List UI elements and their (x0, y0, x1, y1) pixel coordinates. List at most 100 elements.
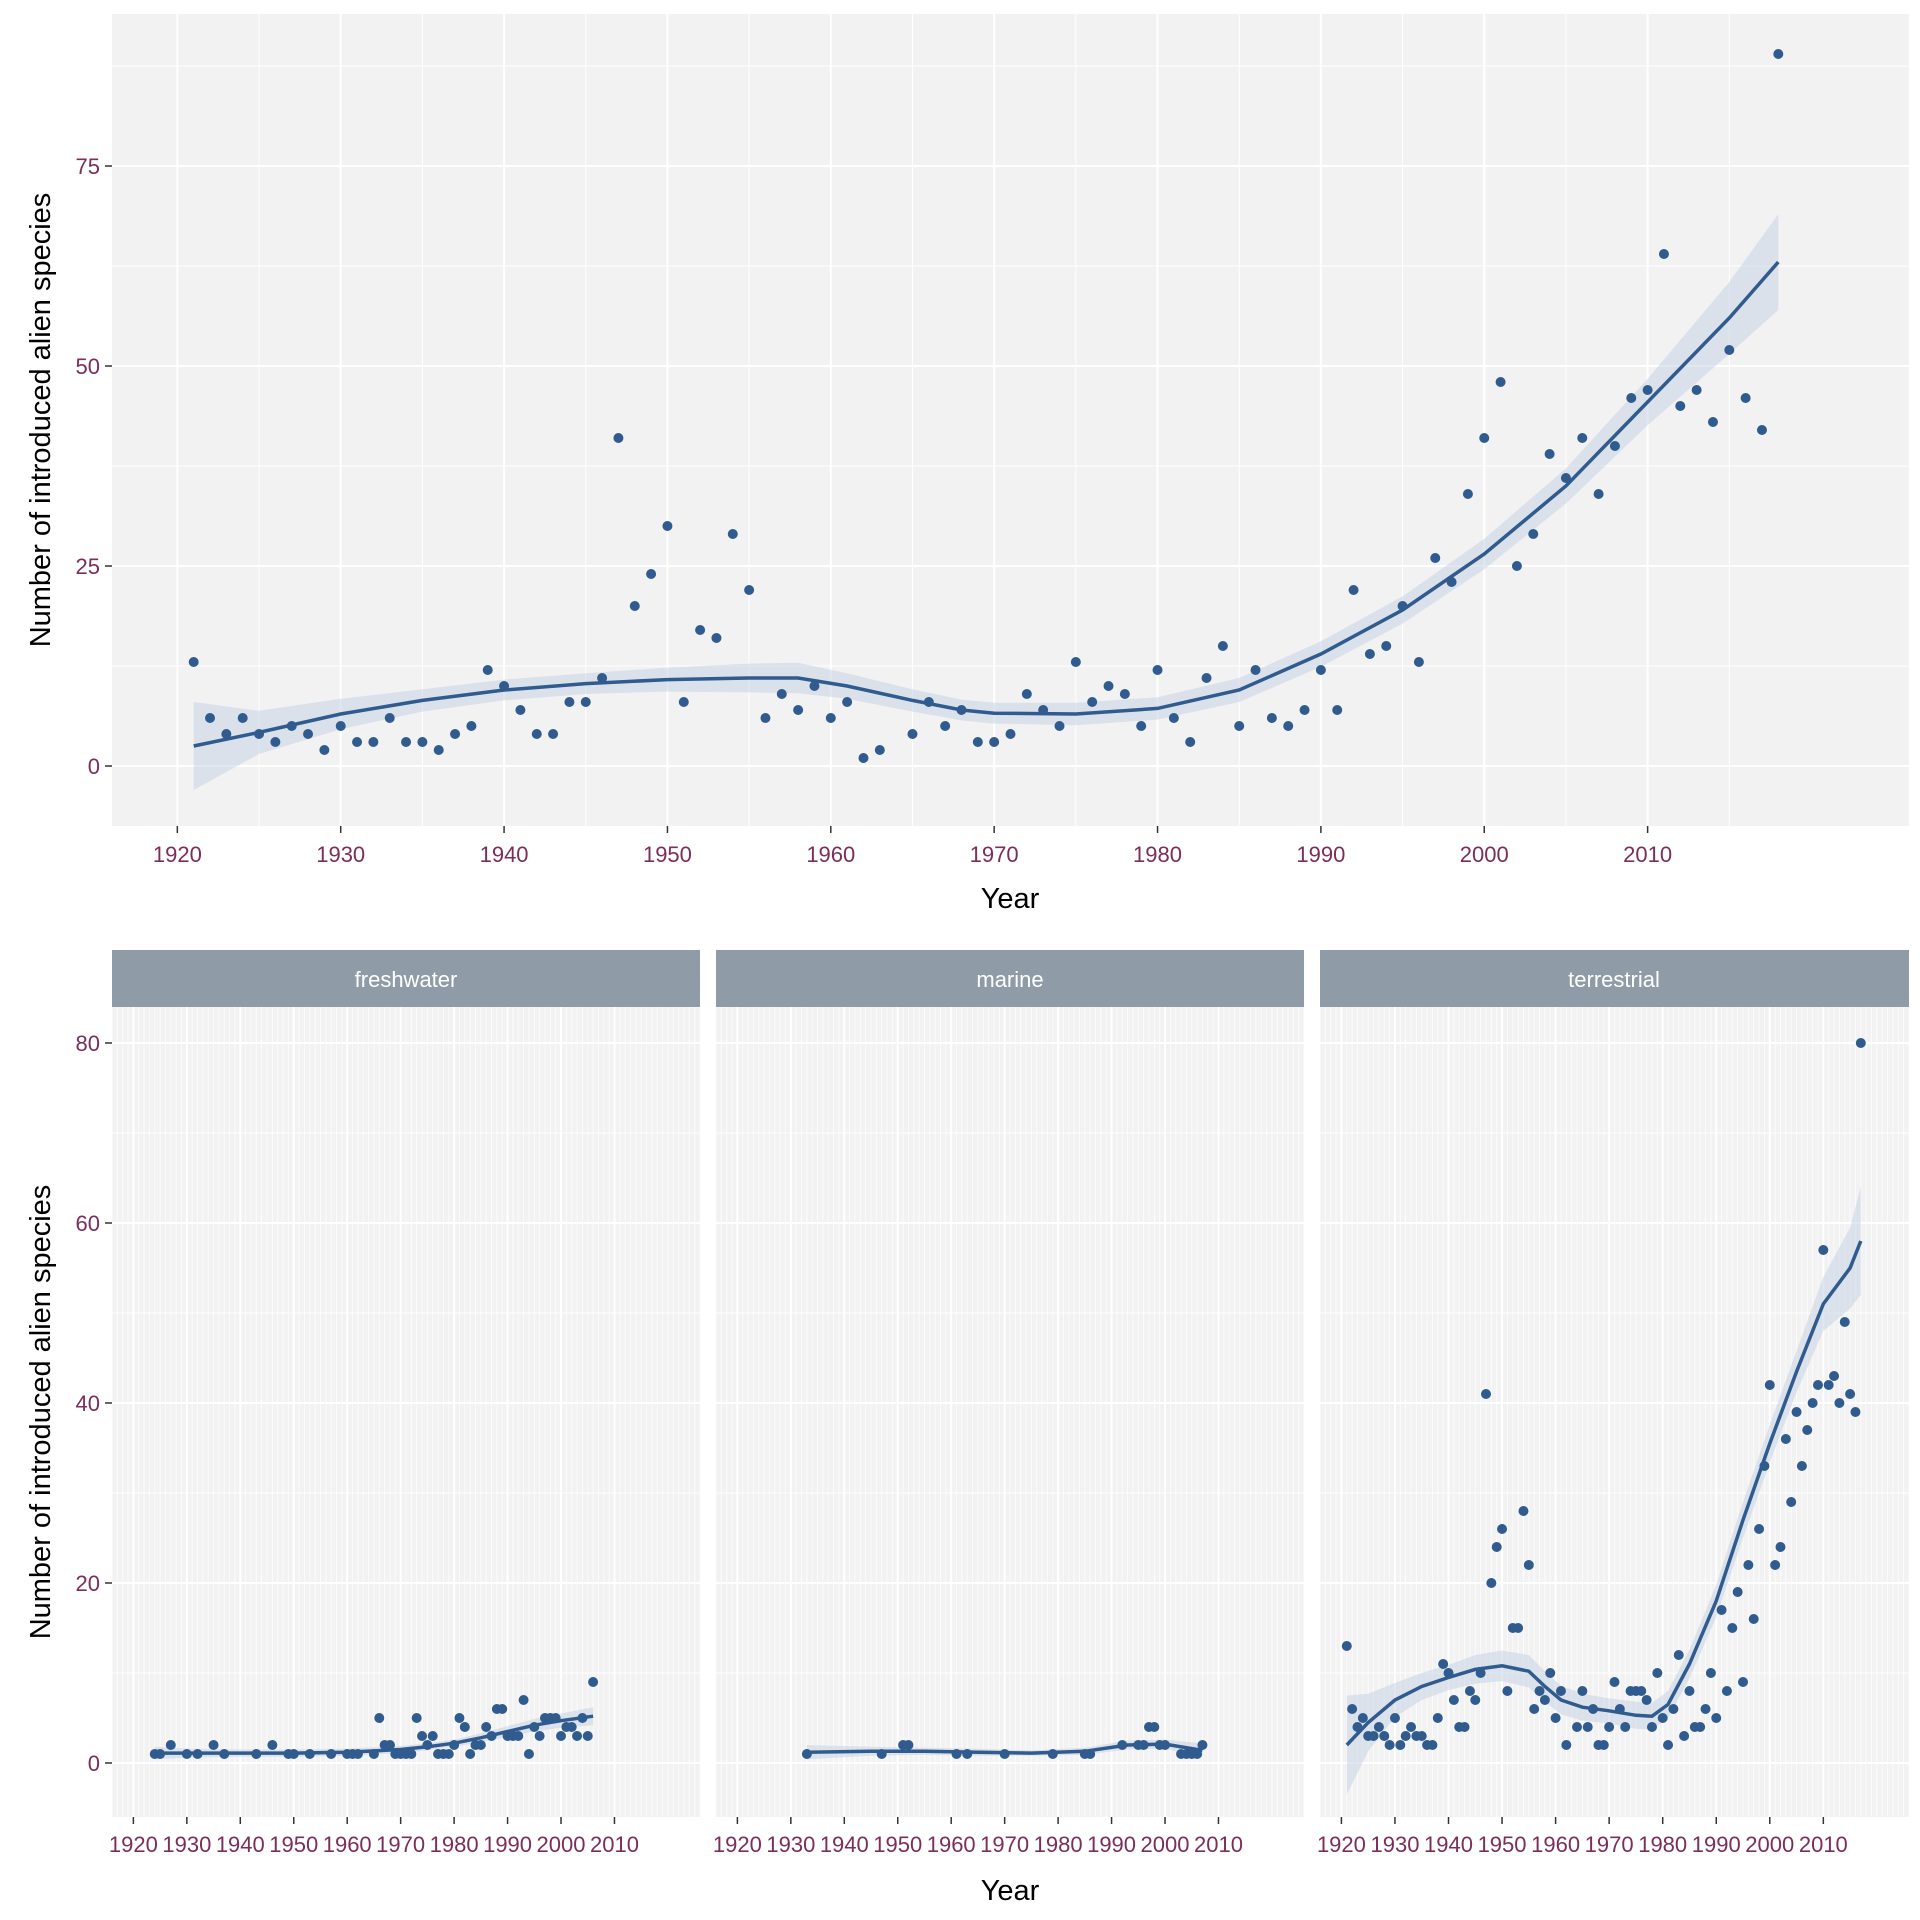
data-point (1684, 1686, 1695, 1696)
data-point (1529, 1704, 1540, 1714)
data-point (433, 745, 444, 755)
data-point (1748, 1614, 1759, 1624)
data-point (1756, 425, 1767, 435)
strip-terrestrial (1320, 950, 1909, 1007)
data-point (1705, 1668, 1716, 1678)
data-point (1773, 49, 1784, 59)
data-point (1850, 1407, 1861, 1417)
data-point (962, 1749, 973, 1759)
facet-plot-marine: 1920 1930 1940 1950 1960 1970 1980 1990 2000 2010 (713, 1007, 1305, 1857)
x-tick-label: 1920 (713, 1832, 762, 1857)
data-point (1479, 433, 1490, 443)
data-point (1834, 1398, 1845, 1408)
data-point (1657, 1713, 1668, 1723)
data-point (1352, 1722, 1363, 1732)
data-point (1626, 393, 1637, 403)
data-point (597, 673, 608, 683)
data-point (1152, 665, 1163, 675)
data-point (1185, 737, 1196, 747)
data-point (1085, 1749, 1096, 1759)
data-point (1491, 1542, 1502, 1552)
x-tick-label: 1970 (376, 1832, 425, 1857)
data-point (1555, 1686, 1566, 1696)
x-tick-label: 1950 (1478, 1832, 1527, 1857)
x-tick-label: 1980 (1133, 842, 1182, 867)
x-tick-label: 1950 (269, 1832, 318, 1857)
bottom-x-axis-title: Year (981, 1875, 1040, 1907)
data-point (1539, 1695, 1550, 1705)
data-point (1732, 1587, 1743, 1597)
data-point (1443, 1668, 1454, 1678)
data-point (1119, 689, 1130, 699)
data-point (1727, 1623, 1738, 1633)
data-point (1829, 1371, 1840, 1381)
strip-label-freshwater: freshwater (355, 967, 458, 992)
data-point (368, 1749, 379, 1759)
data-point (903, 1740, 914, 1750)
data-point (481, 1722, 492, 1732)
data-point (1711, 1713, 1722, 1723)
y-tick-label: 75 (76, 154, 100, 179)
data-point (1416, 1731, 1427, 1741)
data-point (1348, 585, 1359, 595)
data-point (1149, 1722, 1160, 1732)
x-tick-label: 2000 (1141, 1832, 1190, 1857)
data-point (582, 1731, 593, 1741)
data-point (1759, 1461, 1770, 1471)
data-point (711, 633, 722, 643)
data-point (999, 1749, 1010, 1759)
top-axes: 1920 1930 1940 1950 1960 1970 1980 1990 2000 2010… (76, 154, 1673, 867)
x-tick-label: 1930 (766, 1832, 815, 1857)
data-point (1823, 1380, 1834, 1390)
data-point (776, 689, 787, 699)
data-point (1103, 681, 1114, 691)
data-point (1528, 529, 1539, 539)
x-tick-label: 1920 (153, 842, 202, 867)
x-tick-label: 1920 (109, 1832, 158, 1857)
data-point (1413, 657, 1424, 667)
data-point (1038, 705, 1049, 715)
data-point (1679, 1731, 1690, 1741)
x-tick-label: 1980 (1034, 1832, 1083, 1857)
y-tick-label: 25 (76, 554, 100, 579)
data-point (1545, 1668, 1556, 1678)
data-point (486, 1731, 497, 1741)
data-point (411, 1713, 422, 1723)
data-point (254, 729, 265, 739)
data-point (401, 737, 412, 747)
data-point (951, 1749, 962, 1759)
top-data-points (188, 49, 1784, 763)
data-point (1775, 1542, 1786, 1552)
data-point (531, 729, 542, 739)
y-tick-label: 50 (76, 354, 100, 379)
data-point (1614, 1704, 1625, 1714)
data-point (1839, 1317, 1850, 1327)
data-point (1550, 1713, 1561, 1723)
data-point (923, 697, 934, 707)
data-point (564, 697, 575, 707)
data-point (1620, 1722, 1631, 1732)
data-point (270, 737, 281, 747)
data-point (1047, 1749, 1058, 1759)
x-tick-label: 2000 (1460, 842, 1509, 867)
data-point (1724, 345, 1735, 355)
data-point (1341, 1641, 1352, 1651)
data-point (1054, 721, 1065, 731)
x-tick-label: 2010 (1194, 1832, 1243, 1857)
x-tick-label: 1970 (970, 842, 1019, 867)
x-tick-label: 1990 (1692, 1832, 1741, 1857)
data-point (326, 1749, 337, 1759)
data-point (251, 1749, 262, 1759)
data-point (1641, 1695, 1652, 1705)
x-tick-label: 1950 (873, 1832, 922, 1857)
data-point (482, 665, 493, 675)
x-tick-label: 1950 (643, 842, 692, 867)
data-point (793, 705, 804, 715)
data-point (1561, 1740, 1572, 1750)
data-point (1283, 721, 1294, 731)
x-tick-label: 1990 (1296, 842, 1345, 867)
data-point (1087, 697, 1098, 707)
data-point (304, 1749, 315, 1759)
data-point (695, 625, 706, 635)
data-point (352, 1749, 363, 1759)
